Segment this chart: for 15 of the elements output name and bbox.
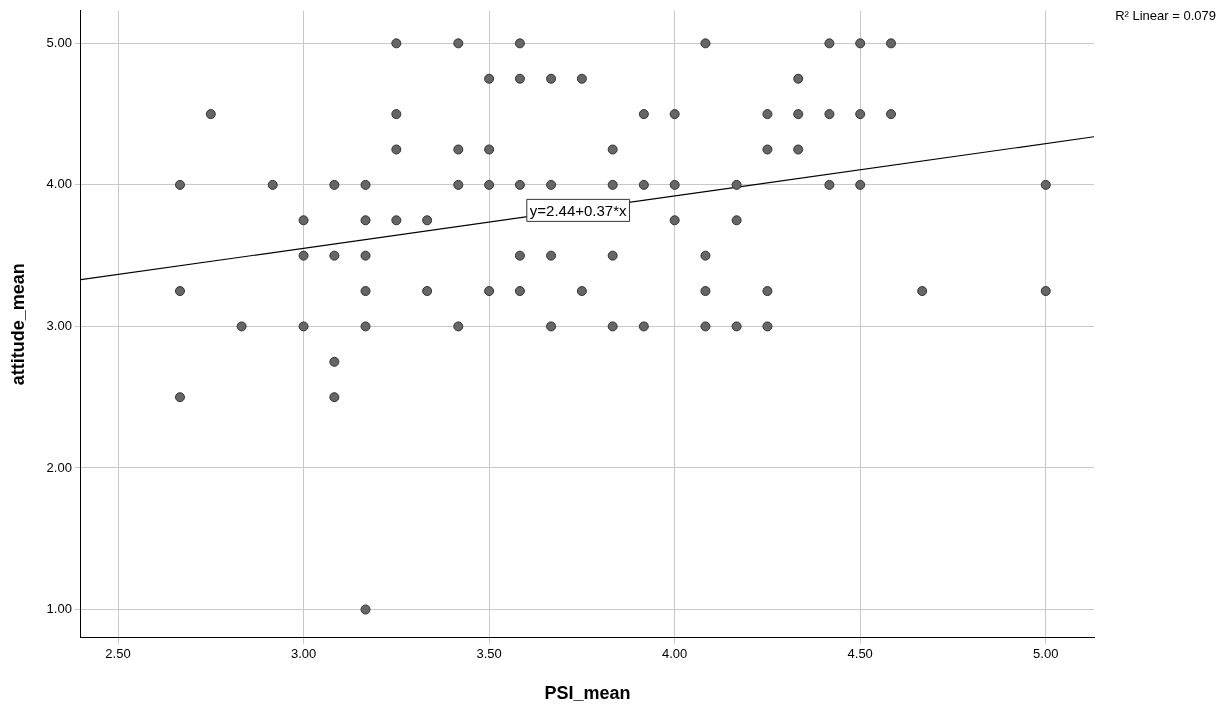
y-tick-label: 5.00 (46, 34, 72, 50)
text: R² Linear = 0.079 (1115, 8, 1216, 24)
x-tick-label: 3.50 (476, 646, 502, 662)
x-tick-label: 3.00 (290, 646, 317, 662)
y-tick-label: 3.00 (46, 318, 72, 333)
x-tick-label: 4.00 (662, 646, 688, 662)
y-tick-label: 1.00 (46, 601, 72, 617)
x-tick-label: 2.50 (105, 646, 131, 662)
y-axis-title: attitude_mean (7, 263, 28, 386)
x-tick-label: 4.50 (847, 646, 873, 662)
x-tick-label: 5.00 (1033, 646, 1059, 662)
y-tick-label: 2.00 (46, 459, 72, 475)
annotation: y=2.44+0.37*x (529, 201, 628, 219)
x-axis-title: PSI_mean (544, 683, 631, 704)
y-tick-label: 4.00 (46, 176, 72, 192)
